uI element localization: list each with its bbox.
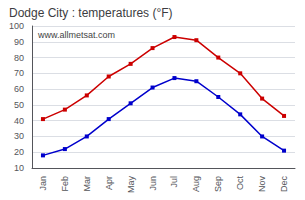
svg-text:20: 20 <box>14 147 24 157</box>
svg-text:90: 90 <box>14 37 24 47</box>
svg-text:Apr: Apr <box>104 176 114 190</box>
svg-text:10: 10 <box>14 163 24 173</box>
svg-text:Feb: Feb <box>60 176 70 192</box>
svg-text:May: May <box>126 176 136 194</box>
svg-text:40: 40 <box>14 116 24 126</box>
svg-text:Mar: Mar <box>82 176 92 192</box>
svg-text:Jun: Jun <box>148 176 158 191</box>
svg-text:Nov: Nov <box>257 176 267 193</box>
svg-text:Jan: Jan <box>38 176 48 191</box>
svg-text:Oct: Oct <box>235 176 245 191</box>
svg-text:Jul: Jul <box>169 176 179 188</box>
svg-text:30: 30 <box>14 131 24 141</box>
svg-text:70: 70 <box>14 68 24 78</box>
svg-text:Sep: Sep <box>213 176 223 192</box>
svg-text:50: 50 <box>14 100 24 110</box>
svg-text:100: 100 <box>9 21 24 31</box>
svg-text:60: 60 <box>14 84 24 94</box>
svg-text:Aug: Aug <box>191 176 201 192</box>
svg-text:Dec: Dec <box>279 176 289 193</box>
svg-text:Dodge City : temperatures (°F): Dodge City : temperatures (°F) <box>9 6 173 20</box>
svg-text:www.allmetsat.com: www.allmetsat.com <box>37 30 115 40</box>
svg-text:80: 80 <box>14 53 24 63</box>
